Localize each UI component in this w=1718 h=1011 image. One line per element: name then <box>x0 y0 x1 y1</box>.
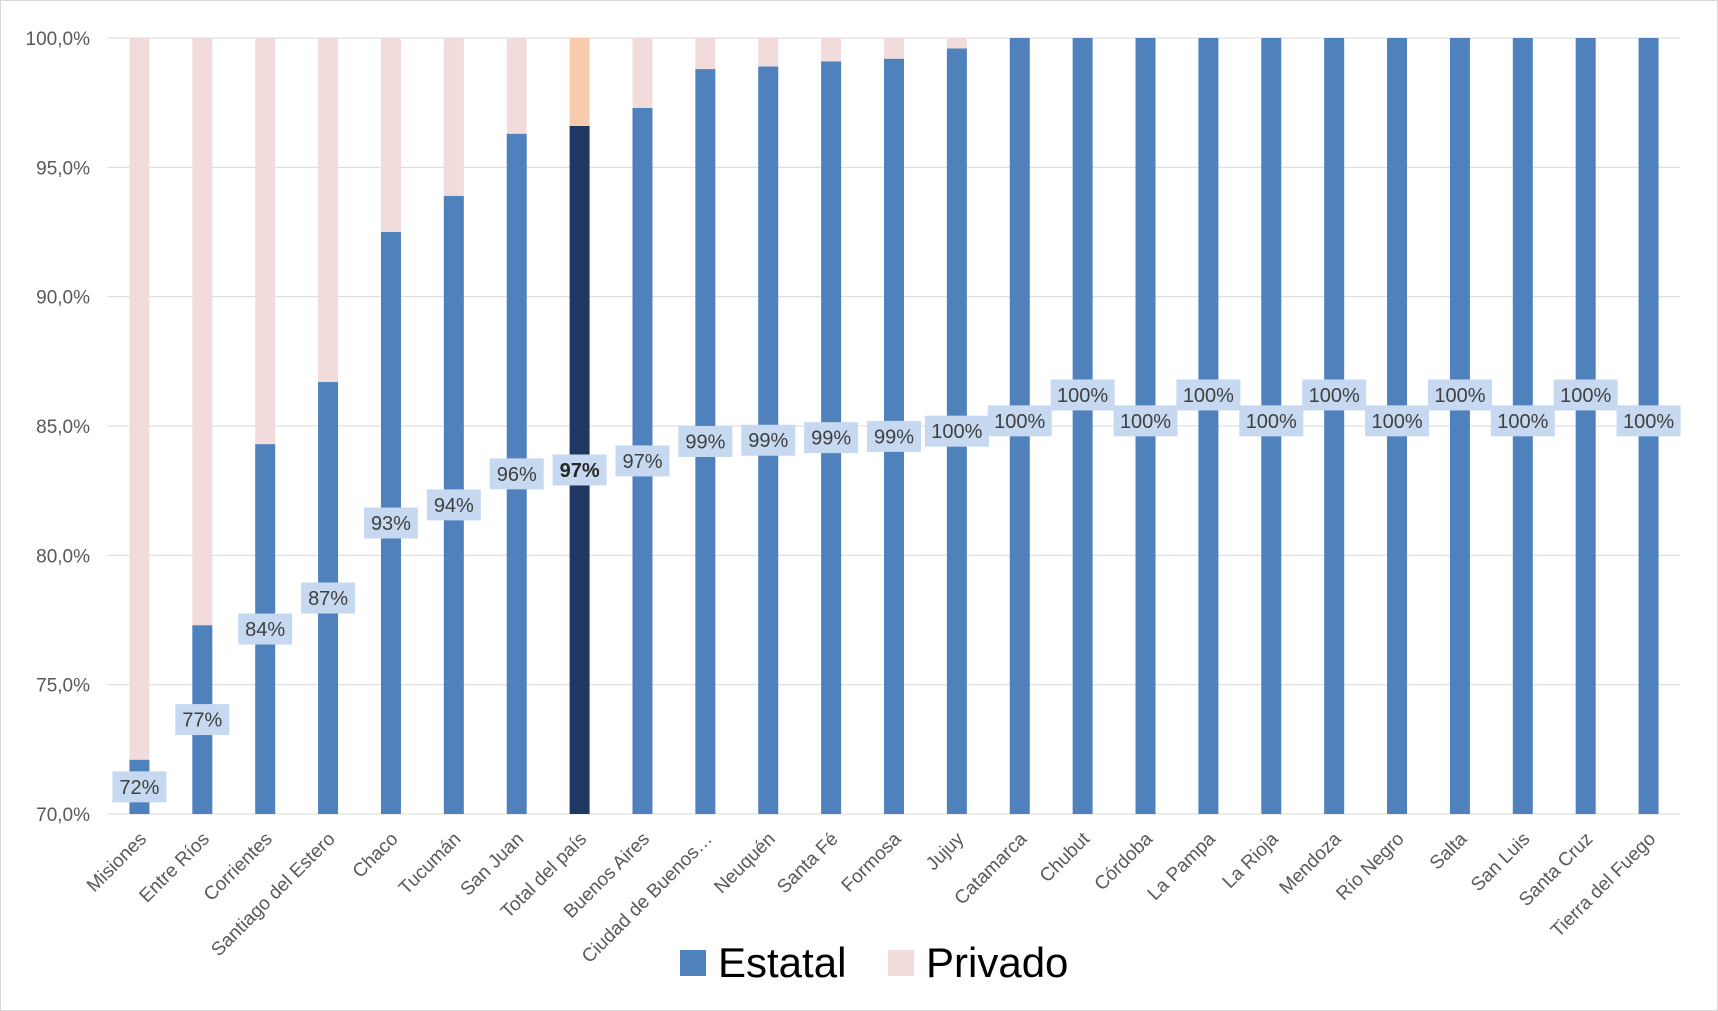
bar-privado <box>570 38 590 126</box>
data-label-text: 97% <box>622 451 662 473</box>
bar-privado <box>255 38 275 444</box>
data-label-text: 100% <box>1120 411 1171 433</box>
x-category-label: Santa Fé <box>773 829 842 898</box>
data-label-text: 99% <box>874 426 914 448</box>
data-label-text: 72% <box>119 777 159 799</box>
data-label: 100% <box>1239 405 1303 436</box>
data-label: 100% <box>1491 405 1555 436</box>
x-category-label: La Pampa <box>1144 828 1220 904</box>
data-label-text: 97% <box>560 460 600 482</box>
data-label: 100% <box>1176 379 1240 410</box>
data-label-text: 93% <box>371 513 411 535</box>
y-tick-label: 90,0% <box>36 288 90 309</box>
x-category-label: Río Negro <box>1332 829 1408 905</box>
data-label-text: 77% <box>182 710 222 732</box>
bar-privado <box>129 38 149 760</box>
bar-privado <box>947 38 967 48</box>
x-category-label: Santiago del Estero <box>207 829 339 961</box>
data-label: 99% <box>867 421 921 452</box>
bar-privado <box>821 38 841 61</box>
data-label: 100% <box>1617 405 1681 436</box>
bar-estatal <box>1073 38 1093 814</box>
legend-item-privado: Privado <box>888 939 1068 986</box>
data-label: 100% <box>988 405 1052 436</box>
bar-privado <box>695 38 715 69</box>
data-label-text: 100% <box>1560 385 1611 407</box>
legend-item-estatal: Estatal <box>680 939 846 986</box>
x-axis-categories: MisionesEntre RíosCorrientesSantiago del… <box>83 828 1660 967</box>
data-label: 100% <box>1428 379 1492 410</box>
x-category-label: Salta <box>1426 828 1472 874</box>
x-category-label: Neuquén <box>710 829 779 898</box>
bar-privado <box>884 38 904 59</box>
x-category-label: La Rioja <box>1219 828 1283 892</box>
data-label-text: 87% <box>308 588 348 610</box>
y-tick-label: 70,0% <box>36 805 90 826</box>
data-label: 97% <box>553 454 607 485</box>
data-label: 100% <box>925 416 989 447</box>
data-label: 96% <box>490 458 544 489</box>
bar-privado <box>318 38 338 382</box>
data-label: 99% <box>678 426 732 457</box>
y-tick-label: 100,0% <box>26 29 91 50</box>
legend: Estatal Privado <box>680 939 1068 986</box>
data-label: 87% <box>301 583 355 614</box>
bar-privado <box>192 38 212 625</box>
data-label-text: 100% <box>1183 385 1234 407</box>
data-label: 97% <box>615 445 669 476</box>
data-label: 99% <box>741 425 795 456</box>
x-category-label: Formosa <box>838 828 906 896</box>
bar-privado <box>444 38 464 196</box>
data-label: 100% <box>1114 405 1178 436</box>
legend-label: Estatal <box>718 939 846 986</box>
data-label: 77% <box>175 704 229 735</box>
data-label-text: 99% <box>811 428 851 450</box>
bar-privado <box>632 38 652 108</box>
data-label-text: 84% <box>245 619 285 641</box>
data-label: 84% <box>238 614 292 645</box>
data-label-text: 100% <box>1497 411 1548 433</box>
legend-label: Privado <box>926 939 1068 986</box>
data-label-text: 96% <box>497 464 537 486</box>
data-label: 72% <box>112 771 166 802</box>
y-tick-label: 75,0% <box>36 676 90 697</box>
data-label: 93% <box>364 508 418 539</box>
data-label-text: 99% <box>748 430 788 452</box>
data-label: 100% <box>1051 379 1115 410</box>
data-label: 100% <box>1365 405 1429 436</box>
data-label-text: 100% <box>1623 411 1674 433</box>
y-tick-label: 85,0% <box>36 417 90 438</box>
data-label-text: 100% <box>1434 385 1485 407</box>
data-label: 100% <box>1554 379 1618 410</box>
y-axis-ticks: 70,0% 75,0% 80,0% 85,0% 90,0% 95,0% 100,0% <box>26 29 91 826</box>
x-category-label: Tucumán <box>395 829 465 899</box>
data-label-text: 94% <box>434 495 474 517</box>
data-label-text: 100% <box>1309 385 1360 407</box>
data-label-text: 100% <box>1246 411 1297 433</box>
data-label-text: 100% <box>931 421 982 443</box>
legend-swatch <box>888 950 914 976</box>
bar-privado <box>507 38 527 134</box>
data-label-text: 100% <box>1057 385 1108 407</box>
data-label-text: 100% <box>1371 411 1422 433</box>
x-category-label: Jujuy <box>922 828 969 875</box>
y-tick-label: 95,0% <box>36 158 90 179</box>
bar-estatal <box>1450 38 1470 814</box>
data-label-text: 100% <box>994 411 1045 433</box>
data-label: 99% <box>804 422 858 453</box>
bar-estatal <box>1576 38 1596 814</box>
x-category-label: Chaco <box>349 829 403 883</box>
data-label: 100% <box>1302 379 1366 410</box>
bar-privado <box>381 38 401 232</box>
data-label-text: 99% <box>685 432 725 454</box>
bar-privado <box>758 38 778 66</box>
data-label: 94% <box>427 489 481 520</box>
bar-estatal <box>1198 38 1218 814</box>
bar-estatal <box>1324 38 1344 814</box>
x-category-label: Chubut <box>1036 828 1095 887</box>
y-tick-label: 80,0% <box>36 546 90 567</box>
legend-swatch <box>680 950 706 976</box>
